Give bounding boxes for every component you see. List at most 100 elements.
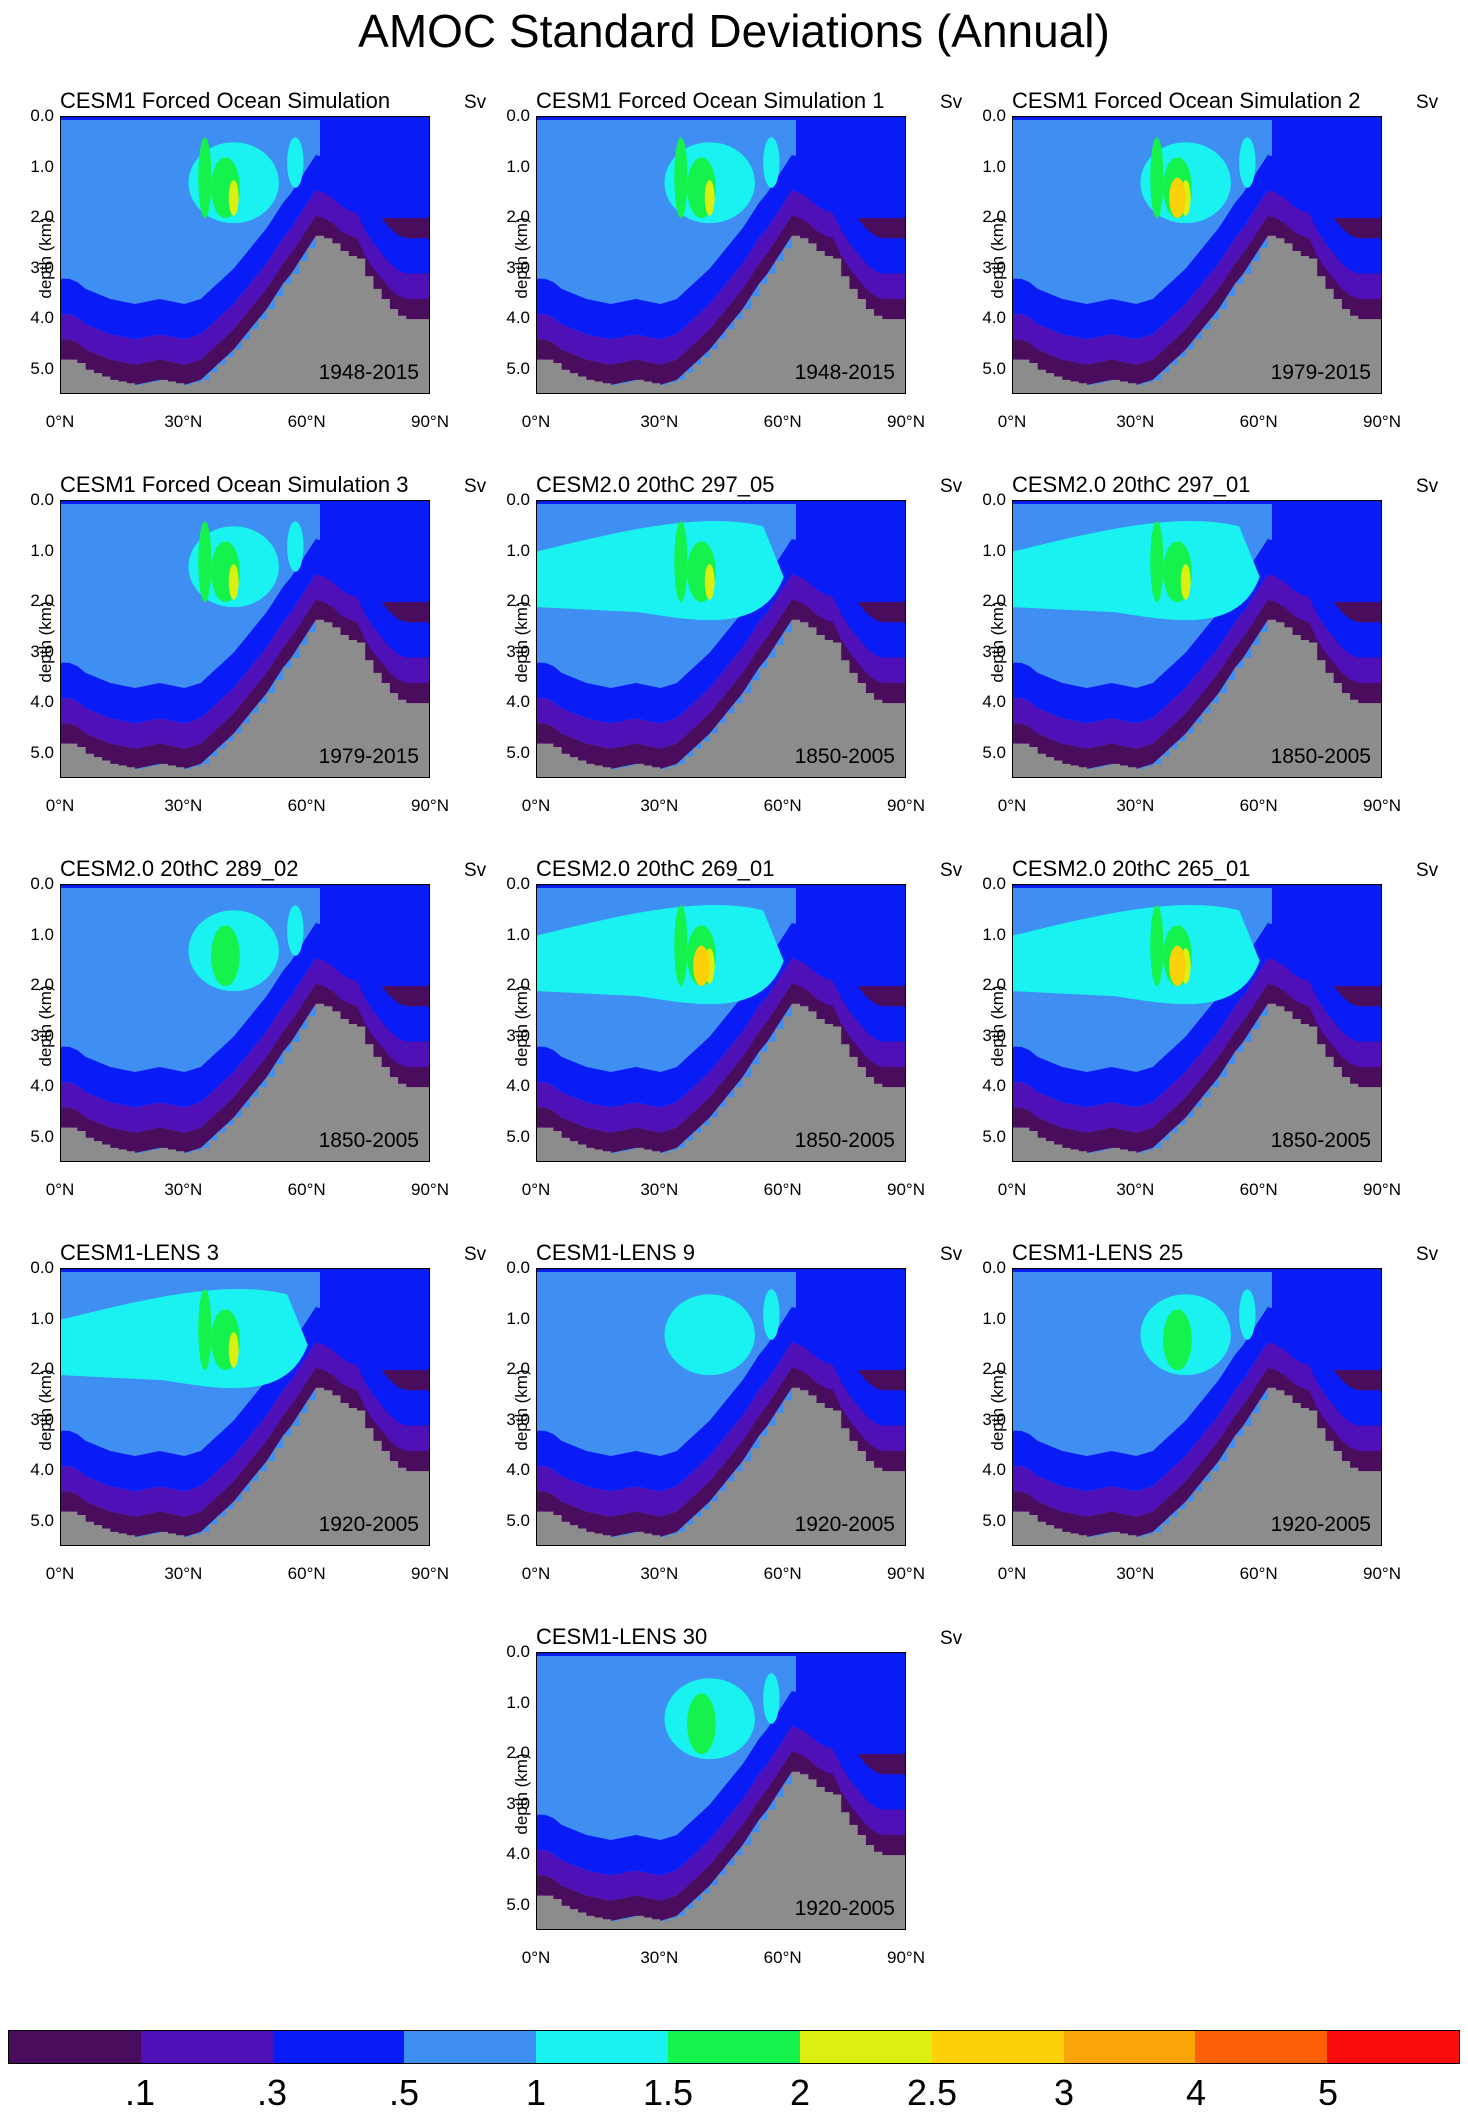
y-tick-label: 5.0 — [506, 1894, 530, 1914]
panel-13: CESM1-LENS 30 Sv 1920-2005 0.0 1.0 2.0 3.0 4.0 5… — [496, 1624, 966, 1984]
y-tick-label: 4.0 — [506, 1844, 530, 1864]
y-tick-label: 0.0 — [506, 490, 530, 509]
colorbar-tick-label: 1.5 — [642, 2072, 694, 2113]
x-tick-label: 0°N — [521, 412, 551, 431]
colorbar-segment — [931, 2031, 1064, 2063]
y-tick-label: 4.0 — [30, 692, 54, 712]
y-tick-label: 3.0 — [30, 1409, 54, 1429]
colorbar-segment — [9, 2031, 141, 2063]
contour-plot: 1948-2015 — [60, 116, 430, 394]
colorbar-tick-label: 1 — [525, 2072, 547, 2113]
colorbar-segment — [668, 2031, 800, 2063]
x-tick-label: 30°N — [1116, 412, 1155, 431]
y-tick-label: 4.0 — [30, 308, 54, 328]
y-tick-label: 5.0 — [30, 1126, 54, 1146]
x-tick-label: 30°N — [1116, 796, 1155, 815]
x-tick-label: 0°N — [997, 412, 1027, 431]
x-tick-label: 30°N — [164, 1564, 203, 1583]
colorbar-segment — [140, 2031, 273, 2063]
y-tick-label: 4.0 — [506, 692, 530, 712]
y-axis-label: depth (km) — [988, 985, 1007, 1067]
y-tick-label: 4.0 — [506, 1460, 530, 1480]
x-tick-label: 0°N — [521, 1564, 551, 1583]
panel-title: CESM1 Forced Ocean Simulation 2 — [1012, 88, 1361, 113]
period-label: 1920-2005 — [1270, 1513, 1371, 1536]
x-tick-label: 60°N — [1239, 412, 1278, 431]
y-tick-label: 0.0 — [982, 106, 1006, 125]
panel-title: CESM1-LENS 25 — [1012, 1240, 1184, 1265]
panel-title: CESM2.0 20thC 289_02 — [60, 856, 299, 881]
y-axis-label: depth (km) — [36, 1369, 55, 1451]
panel-6: CESM2.0 20thC 297_01 Sv 1850-2005 0.0 1.0 2.0… — [972, 472, 1442, 832]
units-label: Sv — [464, 860, 487, 881]
x-tick-label: 60°N — [287, 796, 326, 815]
y-tick-label: 3.0 — [506, 1025, 530, 1045]
x-tick-label: 30°N — [640, 1948, 679, 1967]
x-tick-label: 0°N — [45, 1180, 75, 1199]
x-tick-label: 90°N — [887, 412, 925, 431]
panel-8: CESM2.0 20thC 269_01 Sv 1850-2005 0.0 1.0 2.0… — [496, 856, 966, 1216]
x-tick-label: 0°N — [45, 412, 75, 431]
y-tick-label: 2.0 — [506, 207, 530, 227]
y-tick-label: 4.0 — [506, 1076, 530, 1096]
x-tick-label: 0°N — [45, 1564, 75, 1583]
y-tick-label: 1.0 — [982, 1308, 1006, 1328]
colorbar-segment — [799, 2031, 932, 2063]
y-tick-label: 4.0 — [30, 1460, 54, 1480]
x-tick-label: 90°N — [1363, 1180, 1401, 1199]
period-label: 1850-2005 — [1270, 1129, 1371, 1152]
chart-title: AMOC Standard Deviations (Annual) — [358, 5, 1110, 57]
x-tick-label: 30°N — [164, 412, 203, 431]
units-label: Sv — [1416, 92, 1439, 113]
panel-title: CESM1-LENS 3 — [60, 1240, 219, 1265]
y-tick-label: 3.0 — [982, 1025, 1006, 1045]
panel-5: CESM2.0 20thC 297_05 Sv 1850-2005 0.0 1.0 2.0… — [496, 472, 966, 832]
y-tick-label: 1.0 — [506, 1692, 530, 1712]
x-tick-label: 0°N — [997, 796, 1027, 815]
y-tick-label: 2.0 — [506, 1359, 530, 1379]
y-tick-label: 4.0 — [506, 308, 530, 328]
x-tick-label: 0°N — [521, 796, 551, 815]
period-label: 1979-2015 — [1270, 361, 1371, 384]
x-tick-label: 60°N — [763, 412, 802, 431]
y-tick-label: 5.0 — [30, 742, 54, 762]
y-tick-label: 2.0 — [982, 207, 1006, 227]
panel-title: CESM1 Forced Ocean Simulation 1 — [536, 88, 885, 113]
x-tick-label: 0°N — [997, 1180, 1027, 1199]
y-tick-label: 2.0 — [506, 591, 530, 611]
colorbar-tick-label: 5 — [1317, 2072, 1339, 2113]
y-tick-label: 0.0 — [506, 106, 530, 125]
y-tick-label: 5.0 — [506, 358, 530, 378]
period-label: 1850-2005 — [794, 745, 895, 768]
contour-plot: 1850-2005 — [60, 884, 430, 1162]
panel-title: CESM1 Forced Ocean Simulation 3 — [60, 472, 409, 497]
period-label: 1979-2015 — [318, 745, 419, 768]
units-label: Sv — [940, 1628, 963, 1649]
x-tick-label: 90°N — [887, 1948, 925, 1967]
y-tick-label: 2.0 — [30, 591, 54, 611]
y-axis-label: depth (km) — [36, 217, 55, 299]
panel-title: CESM2.0 20thC 269_01 — [536, 856, 775, 881]
y-tick-label: 3.0 — [30, 257, 54, 277]
contour-plot: 1920-2005 — [536, 1652, 906, 1930]
y-tick-label: 3.0 — [982, 1409, 1006, 1429]
units-label: Sv — [1416, 860, 1439, 881]
colorbar-segment — [536, 2031, 669, 2063]
y-axis-label: depth (km) — [512, 985, 531, 1067]
x-tick-label: 30°N — [640, 1564, 679, 1583]
y-tick-label: 1.0 — [30, 540, 54, 560]
y-tick-label: 0.0 — [506, 1642, 530, 1661]
x-tick-label: 30°N — [1116, 1564, 1155, 1583]
panel-9: CESM2.0 20thC 265_01 Sv 1850-2005 0.0 1.0 2.0… — [972, 856, 1442, 1216]
y-tick-label: 2.0 — [982, 975, 1006, 995]
y-axis-label: depth (km) — [512, 601, 531, 683]
colorbar-tick-label: 3 — [1053, 2072, 1075, 2113]
y-tick-label: 5.0 — [30, 358, 54, 378]
y-tick-label: 1.0 — [30, 1308, 54, 1328]
panel-10: CESM1-LENS 3 Sv 1920-2005 0.0 1.0 2.0 3.0 4.0 5.… — [20, 1240, 490, 1600]
panel-12: CESM1-LENS 25 Sv 1920-2005 0.0 1.0 2.0 3.0 4.0 5… — [972, 1240, 1442, 1600]
y-tick-label: 5.0 — [982, 1126, 1006, 1146]
contour-plot: 1850-2005 — [536, 884, 906, 1162]
y-tick-label: 1.0 — [506, 540, 530, 560]
y-axis-label: depth (km) — [512, 1753, 531, 1835]
